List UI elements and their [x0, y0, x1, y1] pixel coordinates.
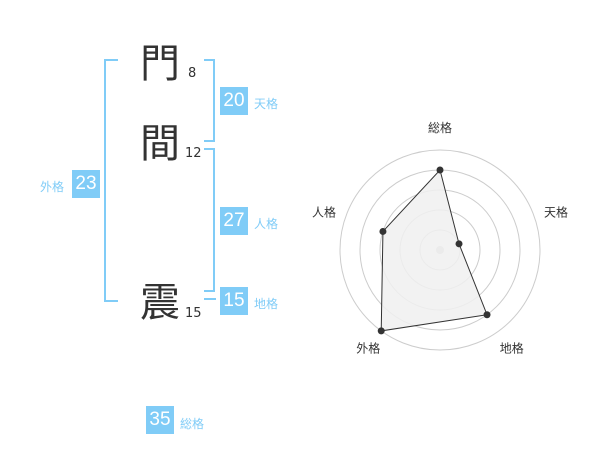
jinkaku-label: 人格	[254, 217, 279, 231]
tenkaku-label: 天格	[254, 97, 279, 111]
gaikaku-label: 外格	[40, 180, 65, 194]
tenkaku-badge: 20	[220, 87, 248, 115]
jinkaku-badge: 27	[220, 207, 248, 235]
stroke-count-3: 15	[185, 306, 202, 321]
stroke-count-1: 8	[188, 66, 197, 81]
radar-axis-label: 地格	[500, 341, 524, 356]
radar-point	[483, 311, 491, 319]
radar-polygon	[380, 168, 488, 332]
gaikaku-badge: 23	[72, 170, 100, 198]
jinkaku-bracket	[204, 148, 215, 292]
name-char-2: 間	[140, 121, 180, 167]
name-char-1: 門	[140, 41, 180, 87]
radar-axis-label: 外格	[356, 341, 380, 356]
radar-axis-label: 総格	[428, 120, 452, 135]
stroke-count-2: 12	[185, 146, 202, 161]
radar-point	[379, 227, 387, 235]
radar-point	[436, 166, 444, 174]
name-char-3: 震	[140, 280, 180, 326]
chikaku-connector	[204, 298, 216, 300]
chikaku-label: 地格	[254, 297, 279, 311]
radar-point	[455, 240, 463, 248]
radar-axis-label: 天格	[544, 204, 568, 219]
soukaku-label: 総格	[180, 417, 205, 431]
tenkaku-bracket	[204, 59, 215, 142]
gaikaku-bracket	[104, 59, 118, 302]
radar-point	[377, 327, 385, 335]
chikaku-badge: 15	[220, 287, 248, 315]
radar-axis-label: 人格	[312, 204, 336, 219]
radar-ring	[339, 149, 541, 351]
soukaku-badge: 35	[146, 406, 174, 434]
